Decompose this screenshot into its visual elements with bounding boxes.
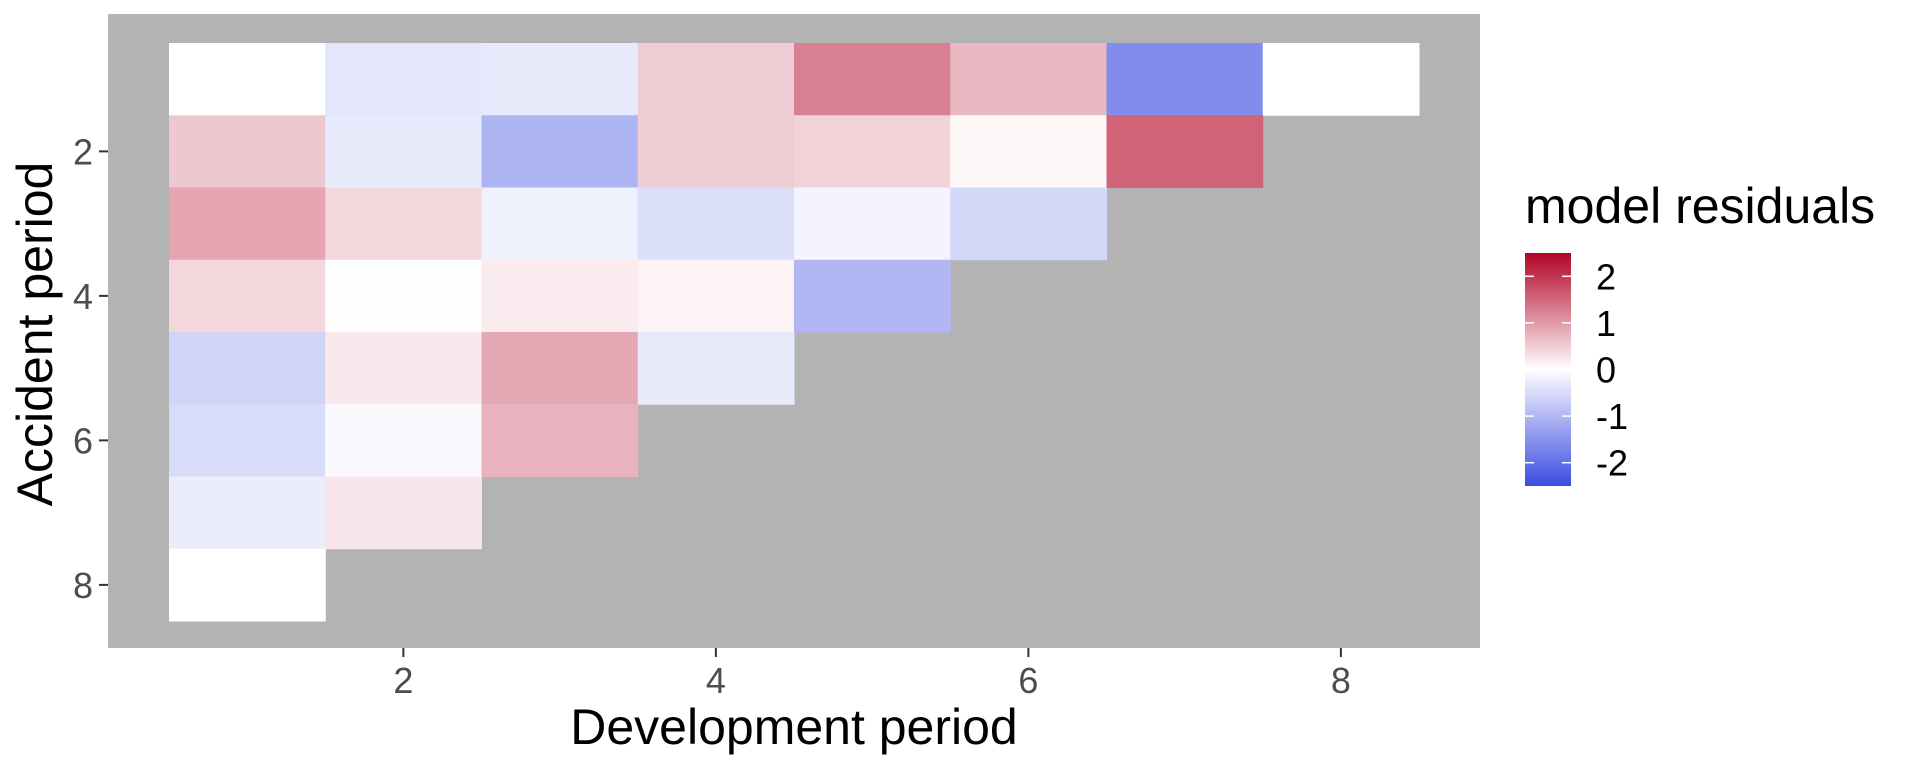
legend-label: 2 bbox=[1596, 256, 1616, 297]
heatmap-cell bbox=[794, 259, 951, 333]
y-tick-label: 8 bbox=[73, 565, 93, 606]
legend-label: -1 bbox=[1596, 396, 1628, 437]
heatmap-cell bbox=[169, 43, 326, 116]
x-tick-label: 6 bbox=[1018, 660, 1038, 701]
heatmap-cell bbox=[169, 476, 326, 550]
heatmap-cell bbox=[637, 43, 795, 116]
heatmap-cell bbox=[794, 115, 951, 188]
legend: model residuals 2 1 0 -1 -2 bbox=[1525, 178, 1875, 486]
heatmap-cells bbox=[169, 43, 1420, 622]
heatmap-cell bbox=[481, 43, 639, 116]
x-axis-title: Development period bbox=[570, 699, 1018, 755]
heatmap-cell bbox=[169, 259, 326, 333]
heatmap-cell bbox=[169, 115, 326, 188]
heatmap-cell bbox=[637, 115, 795, 188]
x-axis: 2 4 6 8 bbox=[393, 648, 1351, 701]
heatmap-cell bbox=[325, 115, 482, 188]
heatmap-cell bbox=[481, 115, 639, 188]
heatmap-cell bbox=[481, 404, 639, 477]
y-axis-title: Accident period bbox=[7, 162, 63, 507]
heatmap-cell bbox=[950, 43, 1107, 116]
legend-label: 0 bbox=[1596, 350, 1616, 391]
legend-title: model residuals bbox=[1525, 178, 1875, 234]
heatmap-cell bbox=[794, 43, 951, 116]
y-tick-label: 6 bbox=[73, 420, 93, 461]
heatmap-cell bbox=[1262, 43, 1420, 116]
heatmap-cell bbox=[325, 404, 482, 477]
heatmap-cell bbox=[794, 187, 951, 261]
heatmap-cell bbox=[481, 332, 639, 405]
x-tick-label: 8 bbox=[1331, 660, 1351, 701]
legend-ticks: 2 1 0 -1 -2 bbox=[1525, 256, 1628, 484]
x-tick-label: 4 bbox=[706, 660, 726, 701]
heatmap-cell bbox=[325, 187, 482, 261]
y-tick-label: 2 bbox=[73, 131, 93, 172]
x-tick-label: 2 bbox=[393, 660, 413, 701]
heatmap-cell bbox=[637, 187, 795, 261]
y-tick-label: 4 bbox=[73, 276, 93, 317]
heatmap-cell bbox=[325, 476, 482, 550]
heatmap-cell bbox=[325, 43, 482, 116]
heatmap-cell bbox=[325, 332, 482, 405]
heatmap-cell bbox=[481, 259, 639, 333]
heatmap-cell bbox=[169, 404, 326, 477]
heatmap-cell bbox=[950, 115, 1107, 188]
heatmap-cell bbox=[637, 332, 795, 405]
heatmap-cell bbox=[481, 187, 639, 261]
legend-label: 1 bbox=[1596, 303, 1616, 344]
heatmap-cell bbox=[637, 259, 795, 333]
heatmap-cell bbox=[1106, 43, 1264, 116]
heatmap-cell bbox=[325, 259, 482, 333]
heatmap-cell bbox=[169, 187, 326, 261]
heatmap-cell bbox=[169, 548, 326, 622]
heatmap-cell bbox=[950, 187, 1107, 261]
y-axis: 2 4 6 8 bbox=[73, 131, 108, 606]
heatmap-cell bbox=[1106, 115, 1264, 188]
heatmap-cell bbox=[169, 332, 326, 405]
legend-label: -2 bbox=[1596, 443, 1628, 484]
